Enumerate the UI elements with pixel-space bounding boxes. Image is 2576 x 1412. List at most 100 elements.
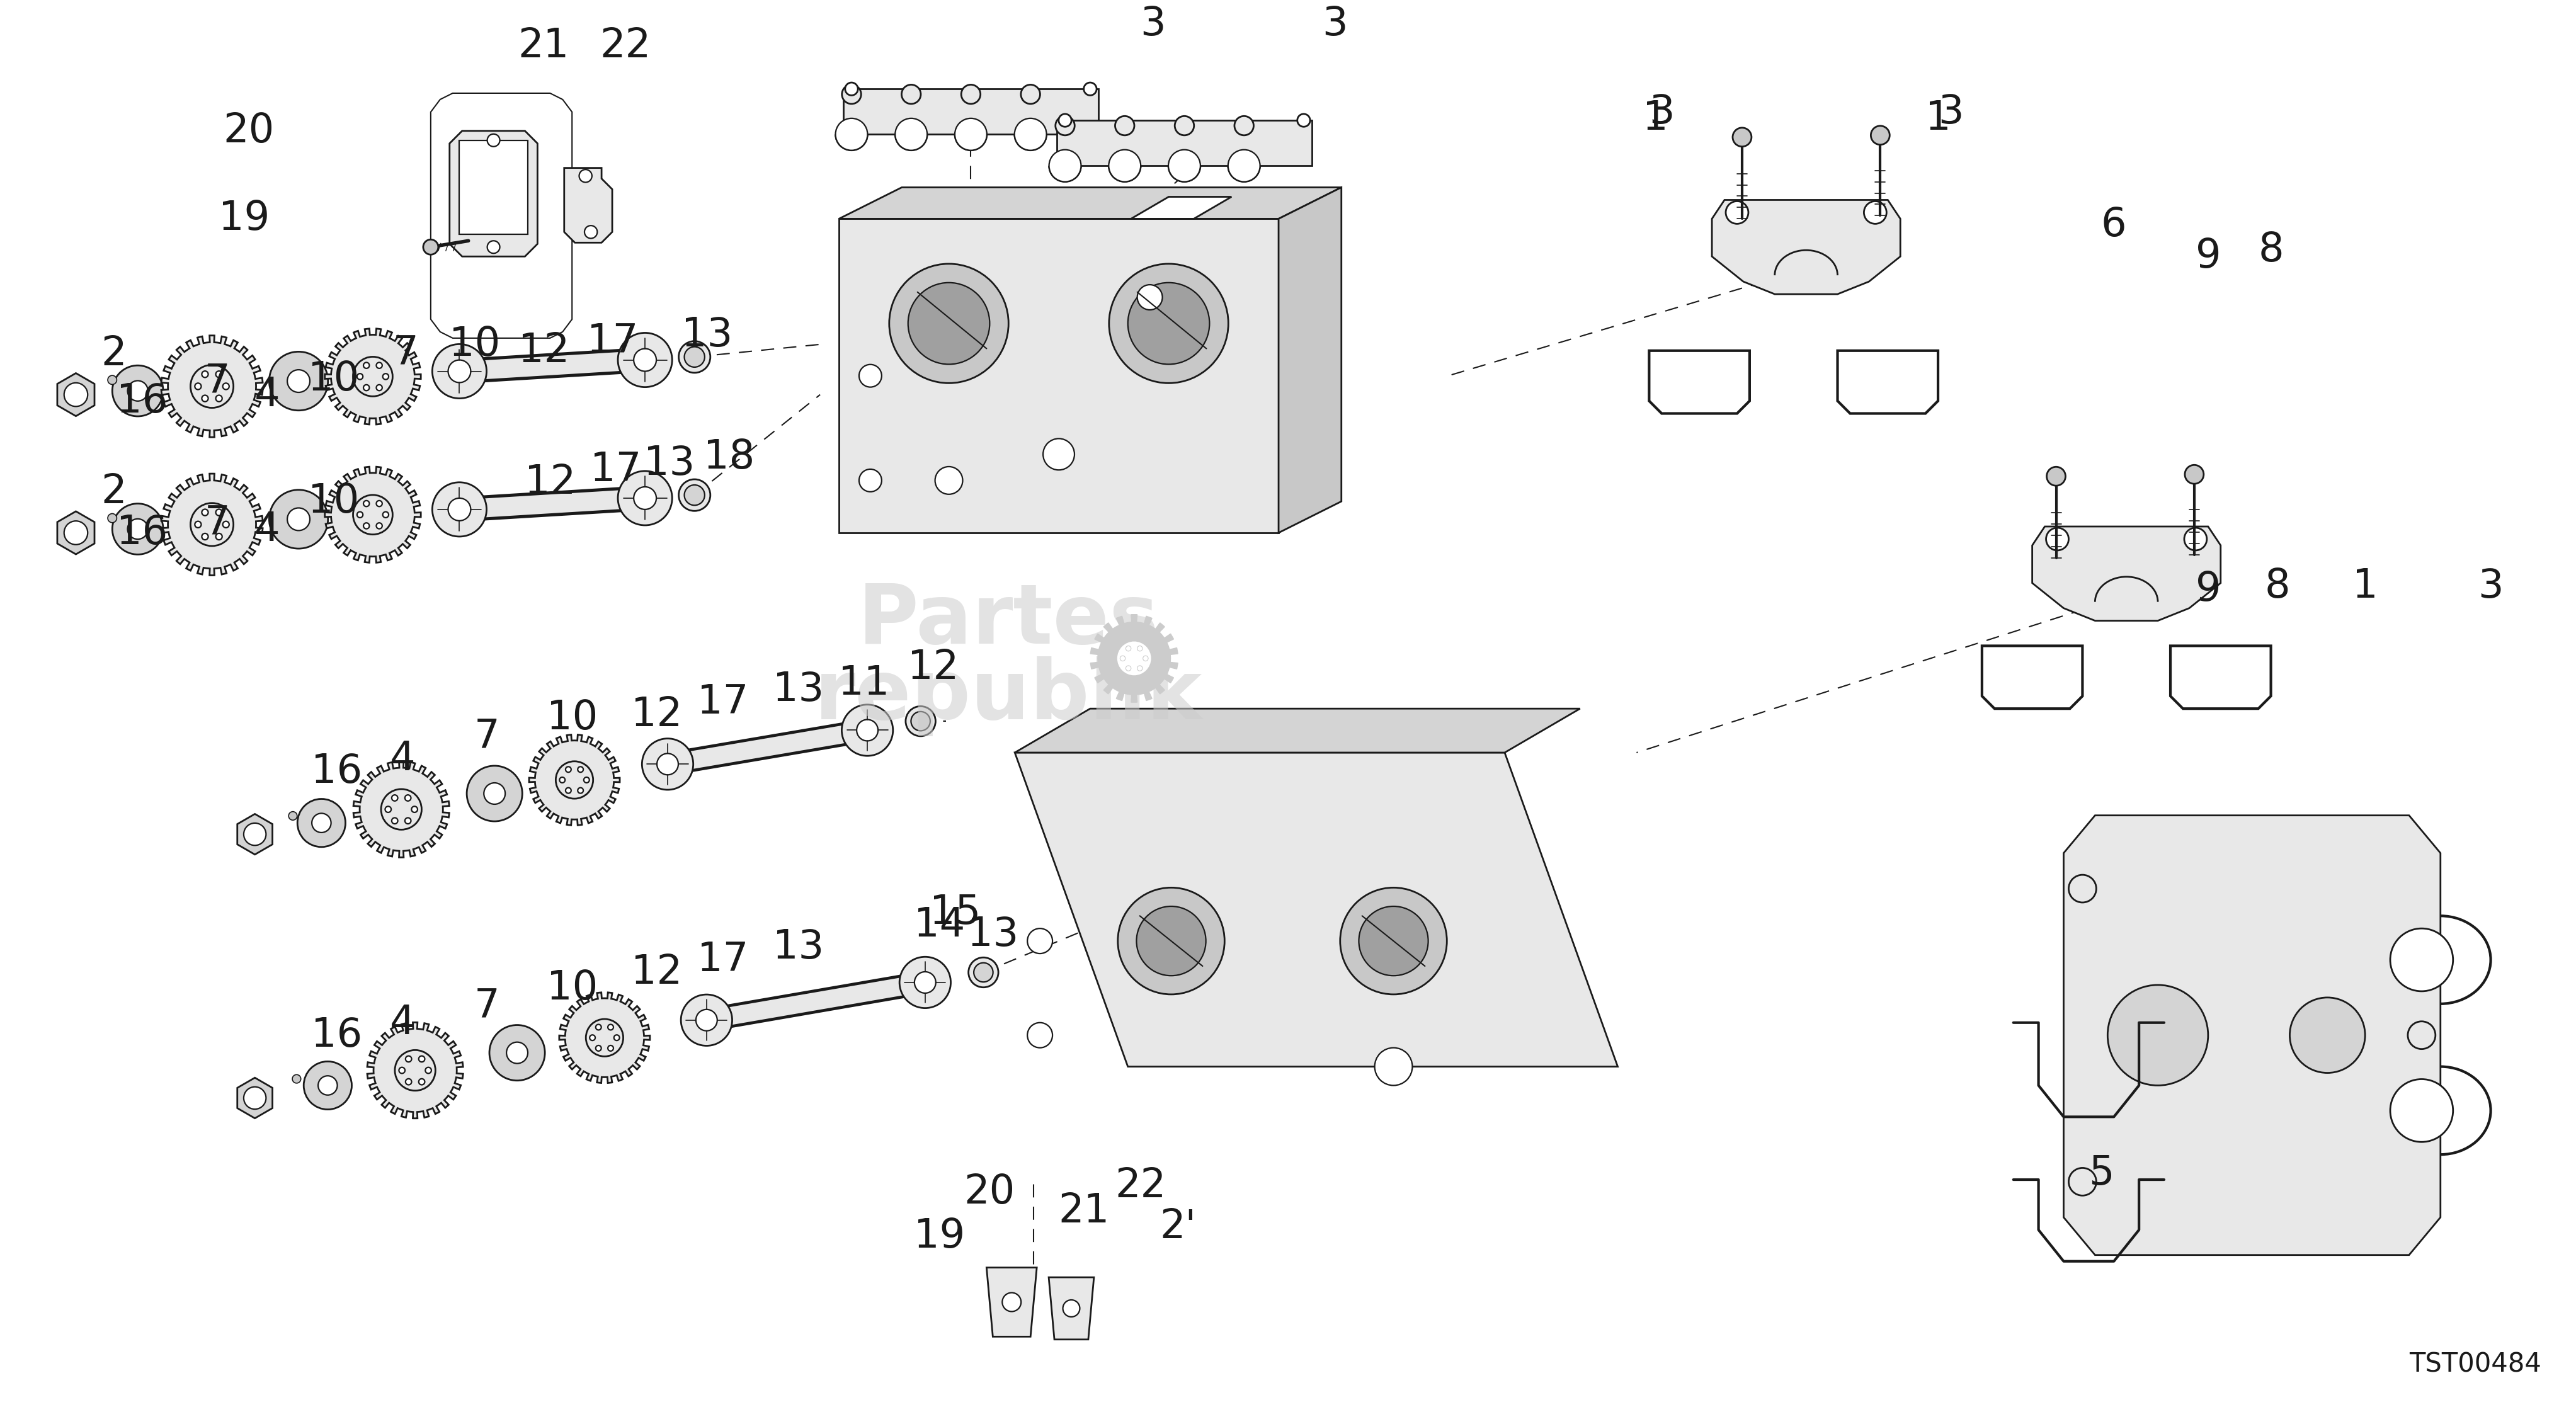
Text: Partes: Partes xyxy=(858,580,1159,661)
Circle shape xyxy=(1731,127,1752,147)
Text: 4: 4 xyxy=(255,510,281,549)
Circle shape xyxy=(1862,201,1886,225)
Circle shape xyxy=(466,765,523,822)
Circle shape xyxy=(216,395,222,401)
Circle shape xyxy=(894,119,927,150)
Circle shape xyxy=(1726,201,1749,225)
Text: 13: 13 xyxy=(773,671,824,709)
Circle shape xyxy=(899,957,951,1008)
Text: 17: 17 xyxy=(698,940,747,980)
Circle shape xyxy=(1020,85,1041,104)
Circle shape xyxy=(2290,997,2365,1073)
Text: 7: 7 xyxy=(474,717,500,757)
Text: 7: 7 xyxy=(392,335,417,373)
Circle shape xyxy=(113,504,162,555)
Circle shape xyxy=(363,384,368,391)
Circle shape xyxy=(425,1067,430,1073)
Circle shape xyxy=(912,712,930,731)
Circle shape xyxy=(448,498,471,521)
Circle shape xyxy=(2045,528,2069,551)
Polygon shape xyxy=(1090,614,1177,702)
Text: 21: 21 xyxy=(1059,1192,1110,1231)
Circle shape xyxy=(556,761,592,799)
Circle shape xyxy=(1234,116,1255,136)
Circle shape xyxy=(956,119,987,150)
Circle shape xyxy=(487,241,500,253)
Circle shape xyxy=(108,514,116,522)
Text: 7: 7 xyxy=(474,987,500,1027)
Text: 20: 20 xyxy=(963,1173,1015,1211)
Circle shape xyxy=(404,818,410,823)
Text: 6: 6 xyxy=(2099,206,2125,244)
Text: 12: 12 xyxy=(631,953,683,991)
Circle shape xyxy=(1376,1048,1412,1086)
Circle shape xyxy=(585,777,590,782)
Circle shape xyxy=(487,134,500,147)
Circle shape xyxy=(376,363,381,369)
Circle shape xyxy=(634,487,657,510)
Circle shape xyxy=(363,522,368,530)
Circle shape xyxy=(914,971,935,993)
Circle shape xyxy=(1340,888,1448,994)
Circle shape xyxy=(613,1035,618,1041)
Circle shape xyxy=(1870,126,1888,144)
Circle shape xyxy=(1028,1022,1051,1048)
Circle shape xyxy=(399,1067,404,1073)
Polygon shape xyxy=(353,761,448,857)
Polygon shape xyxy=(840,219,1278,532)
Circle shape xyxy=(1136,907,1206,976)
Polygon shape xyxy=(842,89,1097,134)
Circle shape xyxy=(961,85,981,104)
Circle shape xyxy=(685,347,703,367)
Circle shape xyxy=(842,85,860,104)
Circle shape xyxy=(129,518,147,539)
Text: 16: 16 xyxy=(312,1015,363,1055)
Circle shape xyxy=(935,466,963,494)
Polygon shape xyxy=(1015,753,1618,1066)
Text: 18: 18 xyxy=(703,438,755,477)
Text: 10: 10 xyxy=(546,699,598,737)
Text: 13: 13 xyxy=(680,315,732,354)
Circle shape xyxy=(634,349,657,371)
Text: 1: 1 xyxy=(1643,99,1667,138)
Circle shape xyxy=(1015,119,1046,150)
Circle shape xyxy=(1126,645,1131,651)
Circle shape xyxy=(358,374,363,380)
Circle shape xyxy=(222,521,229,528)
Circle shape xyxy=(376,501,381,507)
Circle shape xyxy=(1144,655,1149,661)
Circle shape xyxy=(904,706,935,736)
Circle shape xyxy=(907,282,989,364)
Circle shape xyxy=(201,395,209,401)
Circle shape xyxy=(1136,665,1141,671)
Text: 10: 10 xyxy=(546,969,598,1008)
Circle shape xyxy=(358,511,363,518)
Text: 22: 22 xyxy=(600,27,652,65)
Circle shape xyxy=(268,352,327,411)
Circle shape xyxy=(1128,282,1208,364)
Circle shape xyxy=(64,383,88,407)
Text: 4: 4 xyxy=(389,1003,415,1042)
Circle shape xyxy=(2069,875,2097,902)
Polygon shape xyxy=(1710,201,1901,294)
Circle shape xyxy=(1084,82,1097,96)
Circle shape xyxy=(222,383,229,390)
Circle shape xyxy=(201,371,209,377)
Polygon shape xyxy=(1131,196,1231,219)
Circle shape xyxy=(129,381,147,401)
Circle shape xyxy=(1167,150,1200,182)
Polygon shape xyxy=(840,188,1342,219)
Text: 16: 16 xyxy=(116,514,167,552)
Circle shape xyxy=(577,788,582,794)
Polygon shape xyxy=(1056,120,1311,165)
Circle shape xyxy=(1136,285,1162,309)
Circle shape xyxy=(353,357,392,397)
Circle shape xyxy=(677,342,711,373)
Circle shape xyxy=(448,360,471,383)
Circle shape xyxy=(595,1045,600,1051)
Circle shape xyxy=(2406,1021,2434,1049)
Circle shape xyxy=(641,738,693,789)
Text: 5: 5 xyxy=(2089,1154,2112,1193)
Circle shape xyxy=(191,364,234,408)
Circle shape xyxy=(392,818,397,823)
